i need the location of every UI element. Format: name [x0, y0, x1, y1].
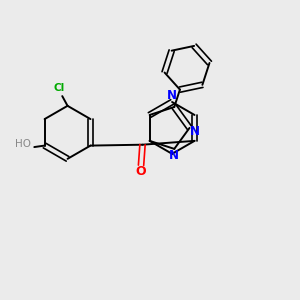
Text: O: O: [136, 165, 146, 178]
Text: HO: HO: [14, 139, 31, 149]
Text: N: N: [169, 149, 179, 162]
Text: N: N: [190, 125, 200, 138]
Text: Cl: Cl: [53, 83, 64, 93]
Text: N: N: [167, 89, 177, 102]
